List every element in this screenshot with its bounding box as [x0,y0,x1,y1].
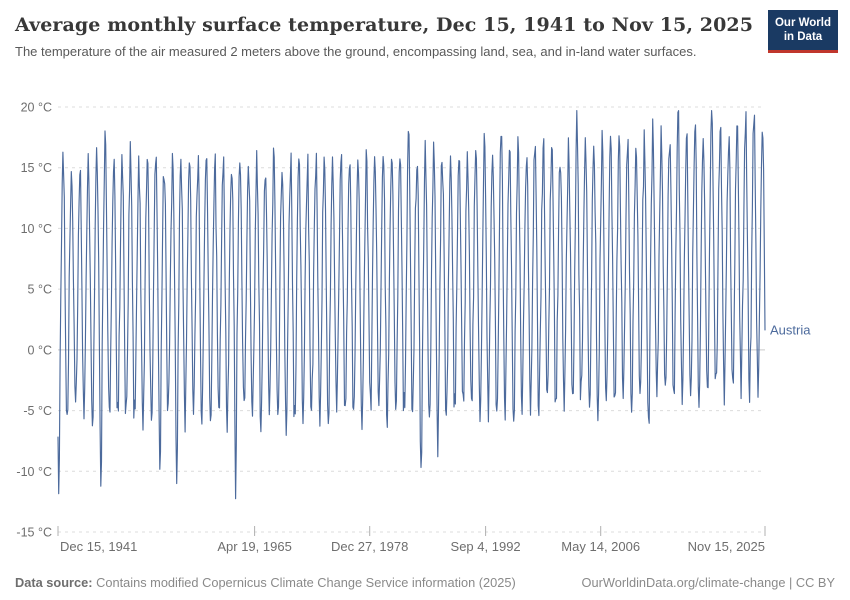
y-tick-label: 0 °C [28,343,52,357]
y-tick-label: 10 °C [21,222,52,236]
chart-header: Average monthly surface temperature, Dec… [15,14,755,61]
data-source-label: Data source: [15,575,93,590]
x-tick-label: Nov 15, 2025 [688,539,765,554]
x-tick-label: Apr 19, 1965 [217,539,291,554]
x-tick-label: Sep 4, 1992 [451,539,521,554]
temperature-series-line[interactable] [57,110,766,500]
data-source-note: Data source: Contains modified Copernicu… [15,575,516,590]
data-source-text: Contains modified Copernicus Climate Cha… [96,575,516,590]
page-title: Average monthly surface temperature, Dec… [15,14,754,36]
y-tick-label: -15 °C [16,526,52,540]
y-tick-label: -5 °C [23,404,52,418]
chart-subtitle: The temperature of the air measured 2 me… [15,44,697,59]
owid-logo-line2: in Data [783,31,823,44]
x-tick-label: Dec 15, 1941 [60,539,137,554]
y-tick-label: -10 °C [16,465,52,479]
y-tick-label: 20 °C [21,101,52,115]
y-tick-label: 5 °C [28,283,52,297]
credit-link[interactable]: OurWorldinData.org/climate-change | CC B… [581,575,835,590]
x-tick-label: Dec 27, 1978 [331,539,408,554]
x-tick-label: May 14, 2006 [561,539,640,554]
series-entity-label[interactable]: Austria [770,322,811,337]
owid-logo[interactable]: Our World in Data [768,10,838,53]
owid-logo-line1: Our World [774,17,831,29]
chart-footer: Data source: Contains modified Copernicu… [15,575,835,590]
y-tick-label: 15 °C [21,161,52,175]
